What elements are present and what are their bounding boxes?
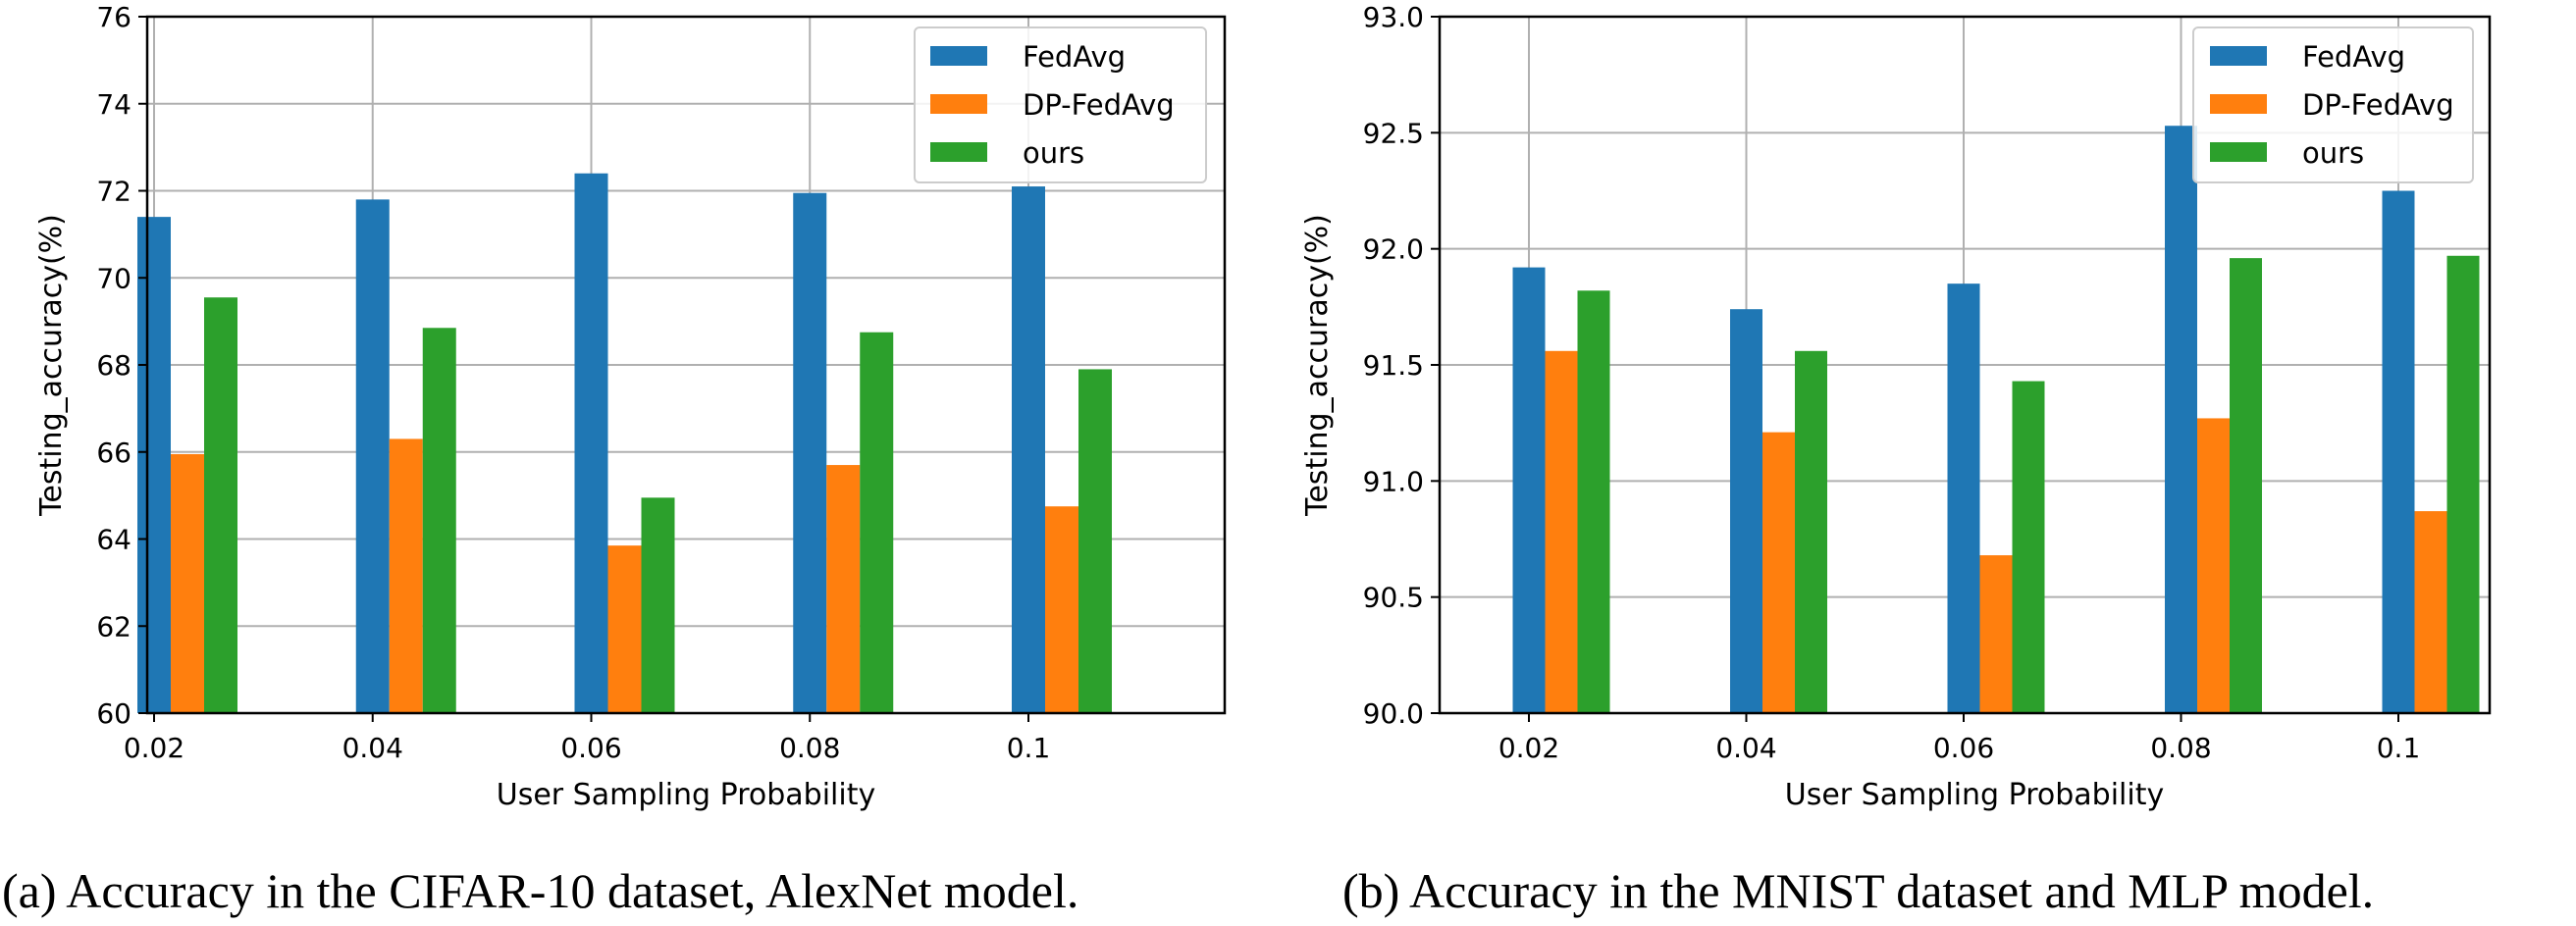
chart-b-bar-ours-0.06 <box>2012 381 2045 713</box>
chart-a-ytick-label: 64 <box>96 524 131 556</box>
chart-a-y-ticks: 60 62 64 66 68 70 72 74 76 <box>96 1 147 730</box>
chart-a-xtick-label: 0.02 <box>124 732 184 764</box>
chart-b-bar-fedavg-0.08 <box>2165 126 2197 713</box>
chart-a-legend-label-fedavg: FedAvg <box>1023 40 1126 74</box>
chart-a-legend-swatch-ours <box>930 142 987 162</box>
chart-b-legend-label-ours: ours <box>2302 136 2364 170</box>
chart-b-xtick-label: 0.08 <box>2150 732 2211 764</box>
chart-b-ytick-label: 90.0 <box>1363 697 1424 730</box>
chart-b-bar-ours-0.04 <box>1795 350 1827 713</box>
chart-b-bar-dpfedavg-0.02 <box>1545 350 1578 713</box>
chart-b-bar-dpfedavg-0.06 <box>1979 555 2013 713</box>
chart-a-cifar10: 60 62 64 66 68 70 72 74 76 0.02 0.04 0.06 0.08 0.1 U… <box>2 1 1227 918</box>
chart-a-ytick-label: 72 <box>96 176 131 208</box>
chart-a-bar-fedavg-0.04 <box>355 199 390 713</box>
chart-a-ytick-label: 62 <box>96 610 131 643</box>
chart-a-x-ticks: 0.02 0.04 0.06 0.08 0.1 <box>124 713 1050 764</box>
chart-b-ytick-label: 93.0 <box>1363 1 1424 33</box>
chart-a-xtick-label: 0.08 <box>779 732 840 764</box>
chart-b-bar-dpfedavg-0.04 <box>1762 432 1795 713</box>
chart-a-ytick-label: 68 <box>96 349 131 382</box>
chart-b-x-axis-label: User Sampling Probability <box>1785 778 2164 812</box>
chart-a-ytick-label: 70 <box>96 262 131 294</box>
chart-a-ytick-label: 74 <box>96 88 131 121</box>
chart-b-xtick-label: 0.02 <box>1498 732 1559 764</box>
chart-a-legend: FedAvg DP-FedAvg ours <box>914 26 1207 183</box>
chart-a-bar-ours-0.08 <box>860 332 894 713</box>
chart-a-bar-ours-0.06 <box>641 497 675 713</box>
chart-b-ytick-label: 92.0 <box>1363 233 1424 266</box>
chart-a-bar-fedavg-0.06 <box>574 173 608 713</box>
chart-a-bars <box>137 173 1112 713</box>
chart-a-bar-dpfedavg-0.08 <box>826 465 861 713</box>
chart-b-bar-dpfedavg-0.08 <box>2197 418 2230 713</box>
chart-b-ytick-label: 91.5 <box>1363 349 1424 382</box>
chart-b-ytick-label: 90.5 <box>1363 582 1424 614</box>
chart-a-bar-dpfedavg-0.02 <box>171 453 204 713</box>
chart-b-legend-label-dpfedavg: DP-FedAvg <box>2302 88 2454 122</box>
chart-a-ytick-label: 60 <box>96 697 131 730</box>
chart-b-xtick-label: 0.1 <box>2377 732 2421 764</box>
chart-b-bar-ours-0.1 <box>2446 255 2480 713</box>
chart-a-y-axis-label: Testing_accuracy(%) <box>34 214 69 517</box>
chart-a-legend-swatch-fedavg <box>930 46 987 66</box>
chart-a-x-axis-label: User Sampling Probability <box>497 778 875 812</box>
chart-b-xtick-label: 0.06 <box>1933 732 1994 764</box>
chart-a-bar-fedavg-0.02 <box>137 217 171 713</box>
chart-b-caption: (b) Accuracy in the MNIST dataset and ML… <box>1342 863 2374 918</box>
chart-a-legend-label-ours: ours <box>1023 136 1084 170</box>
chart-a-bar-fedavg-0.08 <box>793 192 827 713</box>
chart-b-legend-label-fedavg: FedAvg <box>2302 40 2405 74</box>
chart-b-mnist: 90.090.591.091.592.092.593.0 0.02 0.04 0.0… <box>1300 1 2492 918</box>
chart-a-caption: (a) Accuracy in the CIFAR-10 dataset, Al… <box>2 863 1078 918</box>
chart-b-bar-dpfedavg-0.1 <box>2414 511 2447 713</box>
chart-a-legend-swatch-dpfedavg <box>930 94 987 114</box>
chart-b-ytick-label: 92.5 <box>1363 117 1424 149</box>
chart-b-bar-fedavg-0.04 <box>1730 309 1762 713</box>
chart-a-legend-box <box>914 26 1207 183</box>
chart-b-y-ticks: 90.0 90.5 91.0 91.5 92.0 92.5 93.0 <box>1363 1 1440 730</box>
chart-a-xtick-label: 0.06 <box>560 732 621 764</box>
chart-b-bar-fedavg-0.1 <box>2382 190 2415 713</box>
chart-a-bar-dpfedavg-0.04 <box>389 438 423 713</box>
chart-b-bar-ours-0.08 <box>2230 258 2262 713</box>
chart-a-bar-dpfedavg-0.1 <box>1045 506 1078 713</box>
chart-b-ytick-label: 91.0 <box>1363 465 1424 497</box>
chart-b-legend-swatch-dpfedavg <box>2210 94 2267 114</box>
chart-a-legend-label-dpfedavg: DP-FedAvg <box>1023 88 1175 122</box>
chart-b-bar-fedavg-0.06 <box>1947 283 1980 713</box>
chart-a-xtick-label: 0.04 <box>342 732 403 764</box>
chart-a-bar-ours-0.04 <box>422 328 456 713</box>
chart-b-legend: FedAvg DP-FedAvg ours <box>2192 26 2474 183</box>
chart-a-ytick-label: 66 <box>96 437 131 469</box>
chart-b-bar-ours-0.02 <box>1577 290 1610 713</box>
chart-a-xtick-label: 0.1 <box>1007 732 1051 764</box>
chart-b-y-axis-label: Testing_accuracy(%) <box>1300 214 1335 517</box>
chart-b-bar-fedavg-0.02 <box>1512 267 1546 713</box>
chart-a-bar-dpfedavg-0.06 <box>607 545 642 713</box>
chart-b-legend-swatch-fedavg <box>2210 46 2267 66</box>
chart-b-x-ticks: 0.02 0.04 0.06 0.08 0.1 <box>1498 713 2420 764</box>
chart-a-bar-ours-0.1 <box>1078 369 1112 713</box>
chart-a-bar-ours-0.02 <box>204 297 237 713</box>
chart-a-ytick-label: 76 <box>96 1 131 33</box>
chart-b-xtick-label: 0.04 <box>1715 732 1776 764</box>
chart-b-bars <box>1512 126 2480 713</box>
chart-a-bar-fedavg-0.1 <box>1012 186 1045 713</box>
chart-b-legend-swatch-ours <box>2210 142 2267 162</box>
